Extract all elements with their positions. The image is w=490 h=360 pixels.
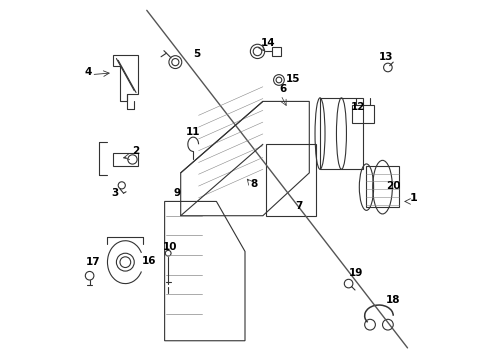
Text: 19: 19 — [348, 269, 363, 278]
Bar — [113, 153, 138, 166]
Text: 5: 5 — [193, 49, 200, 59]
Text: 20: 20 — [386, 181, 401, 191]
Text: 3: 3 — [111, 188, 118, 198]
Bar — [272, 47, 281, 56]
Text: 11: 11 — [186, 127, 200, 138]
Bar — [352, 105, 373, 123]
Text: 1: 1 — [409, 193, 417, 203]
Text: 4: 4 — [84, 67, 92, 77]
Text: 7: 7 — [295, 201, 302, 211]
Text: 8: 8 — [250, 179, 258, 189]
Bar — [367, 166, 398, 207]
Text: 16: 16 — [142, 256, 156, 266]
Text: 14: 14 — [261, 38, 276, 48]
Text: 18: 18 — [386, 295, 401, 305]
Bar — [320, 98, 363, 169]
Text: 2: 2 — [132, 146, 140, 156]
Text: 6: 6 — [279, 85, 286, 94]
Text: 10: 10 — [163, 242, 177, 252]
Text: 15: 15 — [286, 74, 300, 84]
Text: 12: 12 — [350, 102, 365, 112]
Text: 9: 9 — [173, 188, 181, 198]
Text: 13: 13 — [379, 52, 393, 62]
Text: 17: 17 — [86, 257, 100, 267]
